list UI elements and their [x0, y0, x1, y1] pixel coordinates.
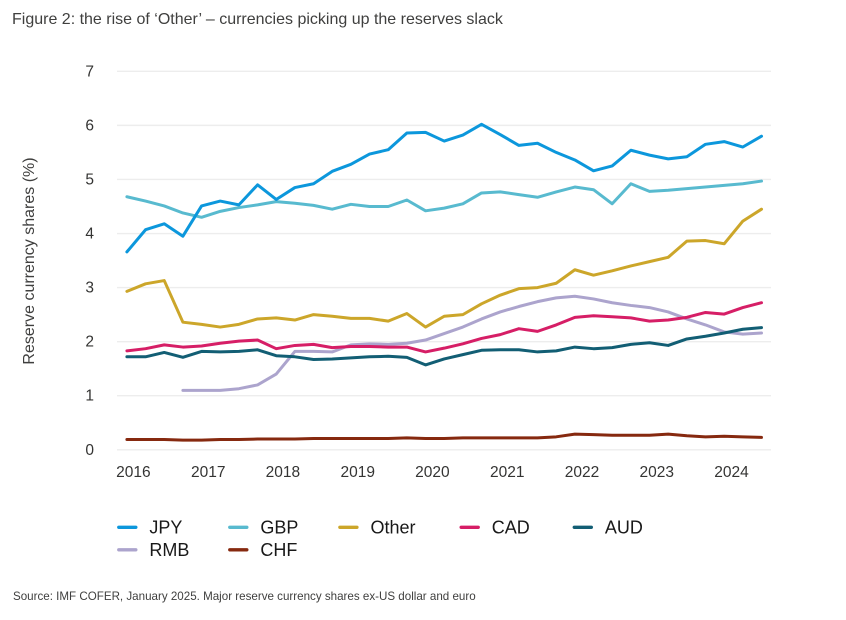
svg-text:CAD: CAD	[492, 517, 530, 537]
svg-text:CHF: CHF	[260, 540, 297, 560]
svg-text:6: 6	[85, 117, 94, 134]
svg-text:2018: 2018	[266, 464, 300, 481]
svg-text:2016: 2016	[116, 464, 150, 481]
svg-text:GBP: GBP	[260, 517, 298, 537]
svg-text:3: 3	[85, 280, 94, 297]
svg-text:JPY: JPY	[149, 517, 182, 537]
svg-text:2021: 2021	[490, 464, 524, 481]
svg-text:RMB: RMB	[149, 540, 189, 560]
svg-text:2019: 2019	[340, 464, 374, 481]
svg-text:2017: 2017	[191, 464, 225, 481]
svg-text:2020: 2020	[415, 464, 450, 481]
svg-text:2: 2	[85, 334, 94, 351]
svg-text:7: 7	[85, 63, 94, 80]
svg-text:2023: 2023	[639, 464, 673, 481]
svg-text:1: 1	[85, 388, 94, 405]
svg-text:Other: Other	[371, 517, 416, 537]
svg-text:2022: 2022	[565, 464, 599, 481]
svg-text:2024: 2024	[714, 464, 749, 481]
svg-text:5: 5	[85, 171, 94, 188]
svg-text:Reserve currency shares (%): Reserve currency shares (%)	[21, 157, 38, 364]
svg-text:AUD: AUD	[605, 517, 643, 537]
svg-text:0: 0	[85, 442, 94, 459]
svg-text:4: 4	[85, 226, 94, 243]
